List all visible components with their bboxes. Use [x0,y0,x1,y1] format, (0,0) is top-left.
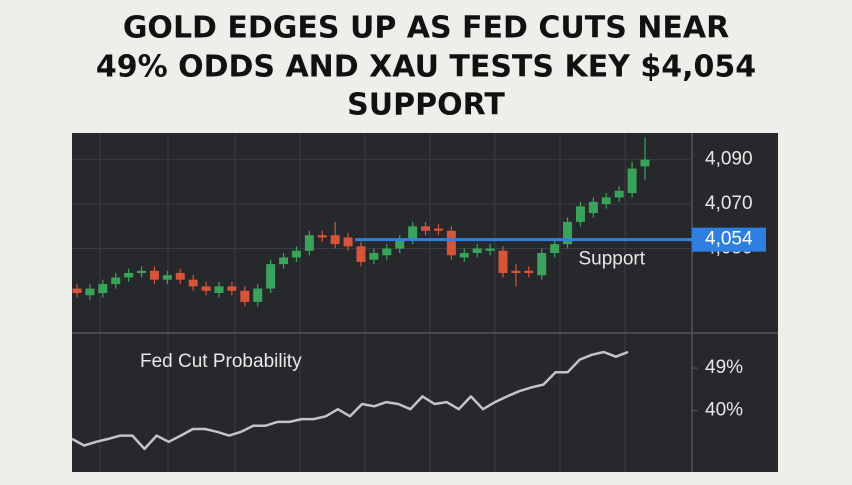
candle-body [498,250,508,273]
candle-body [227,286,237,291]
candle-body [614,190,624,198]
candle-body [343,237,353,247]
candle-body [524,270,534,273]
y-tick-label: 49% [705,357,743,378]
candle-body [356,246,366,262]
candle-body [188,279,198,287]
candle-body [395,239,405,249]
chart-panel [72,133,778,472]
candle-body [550,244,560,253]
candle-body [369,253,379,260]
y-tick-label: 40% [705,400,743,421]
candle-body [253,288,263,302]
candle-body [214,286,224,293]
candle-body [537,253,547,276]
candle-body [640,159,650,167]
candle-body [162,275,172,280]
candle-body [317,235,327,238]
candle-body [266,264,276,289]
candle-body [485,248,495,251]
support-label-box [692,227,766,252]
support-text: Support [578,249,645,270]
candle-body [201,286,211,291]
headline: GOLD EDGES UP AS FED CUTS NEAR [123,11,729,46]
candle-body [472,248,482,253]
candle-body [72,288,82,293]
candle-body [124,273,134,278]
probability-line [71,350,629,451]
panel-title: Fed Cut Probability [140,351,302,372]
candle-body [563,221,573,245]
candle-body [459,253,469,258]
y-tick-label: 4,090 [705,149,753,170]
candle-body [575,206,585,222]
support-label: 4,054 [705,229,753,250]
candle-body [408,226,418,240]
candle-body [111,277,121,285]
headline: 49% ODDS AND XAU TESTS KEY $4,054 [96,50,756,85]
candle-body [601,197,611,205]
candle-body [511,270,521,273]
candle-body [304,235,314,251]
candle-body [588,201,598,213]
candle-body [446,230,456,256]
candle-body [98,284,108,293]
vertical-grid [99,133,626,472]
candle-body [149,270,159,280]
candle-body [175,273,185,280]
candle-body [627,168,637,193]
y-tick-label: 4,070 [705,193,753,214]
candle-body [291,250,301,258]
candle-body [330,235,340,245]
candle-body [279,257,289,265]
candle-body [421,226,431,231]
candle-body [433,228,443,231]
headline: SUPPORT [347,88,505,123]
candle-body [85,288,95,296]
candle-body [240,290,250,302]
candle-body [382,248,392,256]
candle-body [137,270,147,273]
